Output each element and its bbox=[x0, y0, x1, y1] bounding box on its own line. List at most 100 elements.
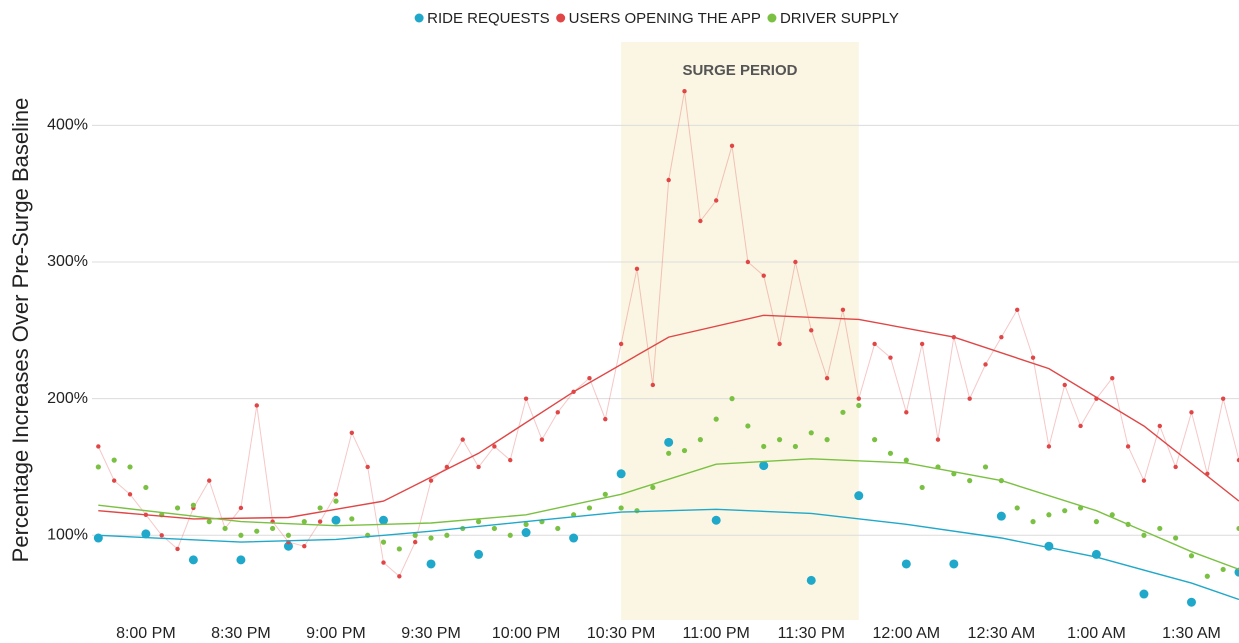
trend-line bbox=[98, 508, 1239, 601]
point bbox=[379, 515, 389, 525]
point bbox=[508, 457, 513, 463]
point bbox=[586, 505, 593, 511]
point bbox=[1157, 525, 1163, 532]
point bbox=[967, 478, 973, 484]
point bbox=[664, 437, 674, 447]
point bbox=[412, 532, 418, 538]
trend-line bbox=[98, 314, 1239, 520]
point bbox=[711, 515, 721, 525]
x-tick-label: 9:30 PM bbox=[401, 625, 461, 642]
point bbox=[381, 560, 386, 565]
point bbox=[331, 515, 341, 525]
point bbox=[1078, 423, 1083, 429]
point bbox=[426, 559, 436, 569]
point bbox=[111, 457, 117, 463]
point bbox=[919, 341, 925, 347]
point bbox=[603, 416, 608, 422]
point bbox=[1030, 355, 1036, 360]
point bbox=[856, 396, 861, 401]
point bbox=[935, 437, 941, 442]
point bbox=[713, 416, 719, 422]
point bbox=[919, 484, 925, 491]
point bbox=[745, 259, 751, 265]
point bbox=[283, 541, 293, 551]
point bbox=[1030, 519, 1036, 525]
legend-label: USERS OPENING THE APP bbox=[569, 10, 761, 27]
point bbox=[682, 88, 687, 94]
point bbox=[650, 484, 656, 491]
point bbox=[238, 505, 244, 511]
surge-band bbox=[621, 42, 859, 620]
point bbox=[904, 410, 909, 415]
point bbox=[412, 539, 418, 545]
x-tick-label: 11:00 PM bbox=[683, 625, 750, 642]
point bbox=[634, 508, 640, 514]
point bbox=[476, 464, 481, 470]
point bbox=[428, 535, 434, 541]
point bbox=[697, 437, 703, 443]
point bbox=[698, 218, 703, 224]
point bbox=[222, 525, 228, 532]
point bbox=[666, 450, 672, 456]
point bbox=[1188, 553, 1195, 559]
point bbox=[1062, 382, 1067, 388]
point bbox=[396, 546, 402, 552]
point bbox=[713, 198, 719, 203]
point bbox=[175, 546, 180, 552]
point bbox=[206, 519, 212, 525]
point bbox=[761, 273, 766, 278]
point bbox=[1046, 512, 1052, 518]
point bbox=[1139, 589, 1149, 599]
point bbox=[523, 521, 529, 527]
point bbox=[569, 533, 579, 543]
point bbox=[587, 375, 592, 381]
point bbox=[317, 519, 323, 524]
x-tick-label: 10:00 PM bbox=[492, 625, 560, 642]
point bbox=[759, 461, 769, 471]
point bbox=[365, 464, 370, 470]
point bbox=[901, 559, 911, 569]
point bbox=[301, 519, 307, 525]
x-tick-label: 12:00 AM bbox=[873, 625, 941, 642]
point bbox=[856, 402, 862, 409]
point bbox=[1141, 478, 1147, 483]
point bbox=[349, 430, 355, 435]
legend-swatch bbox=[556, 13, 566, 23]
point bbox=[174, 505, 181, 511]
point bbox=[824, 437, 830, 443]
point bbox=[967, 396, 972, 401]
point bbox=[1236, 525, 1239, 532]
point bbox=[1220, 396, 1226, 401]
point bbox=[333, 498, 339, 504]
x-tick-label: 8:30 PM bbox=[211, 625, 271, 642]
point bbox=[254, 528, 260, 534]
point bbox=[792, 443, 799, 450]
point bbox=[1093, 519, 1100, 525]
point bbox=[444, 532, 450, 538]
legend: RIDE REQUESTS USERS OPENING THE APP DRIVER… bbox=[414, 10, 899, 27]
point bbox=[1204, 573, 1210, 579]
point bbox=[616, 469, 626, 479]
point bbox=[270, 525, 276, 532]
point bbox=[650, 382, 656, 388]
point bbox=[1046, 444, 1052, 449]
point bbox=[982, 464, 989, 470]
point bbox=[824, 375, 830, 381]
point bbox=[491, 525, 498, 532]
point bbox=[349, 516, 355, 522]
point bbox=[1186, 597, 1196, 607]
x-tick-label: 11:30 PM bbox=[778, 625, 845, 642]
point bbox=[806, 575, 816, 585]
point bbox=[1125, 444, 1131, 449]
point bbox=[1236, 457, 1239, 463]
trend-line bbox=[98, 458, 1239, 571]
x-tick-label: 9:00 PM bbox=[306, 625, 366, 642]
point bbox=[996, 511, 1006, 521]
point bbox=[333, 492, 339, 497]
point bbox=[983, 362, 988, 367]
point bbox=[887, 450, 894, 456]
point bbox=[236, 555, 246, 565]
legend-label: DRIVER SUPPLY bbox=[780, 10, 899, 27]
x-tick-label: 1:30 AM bbox=[1162, 625, 1221, 642]
